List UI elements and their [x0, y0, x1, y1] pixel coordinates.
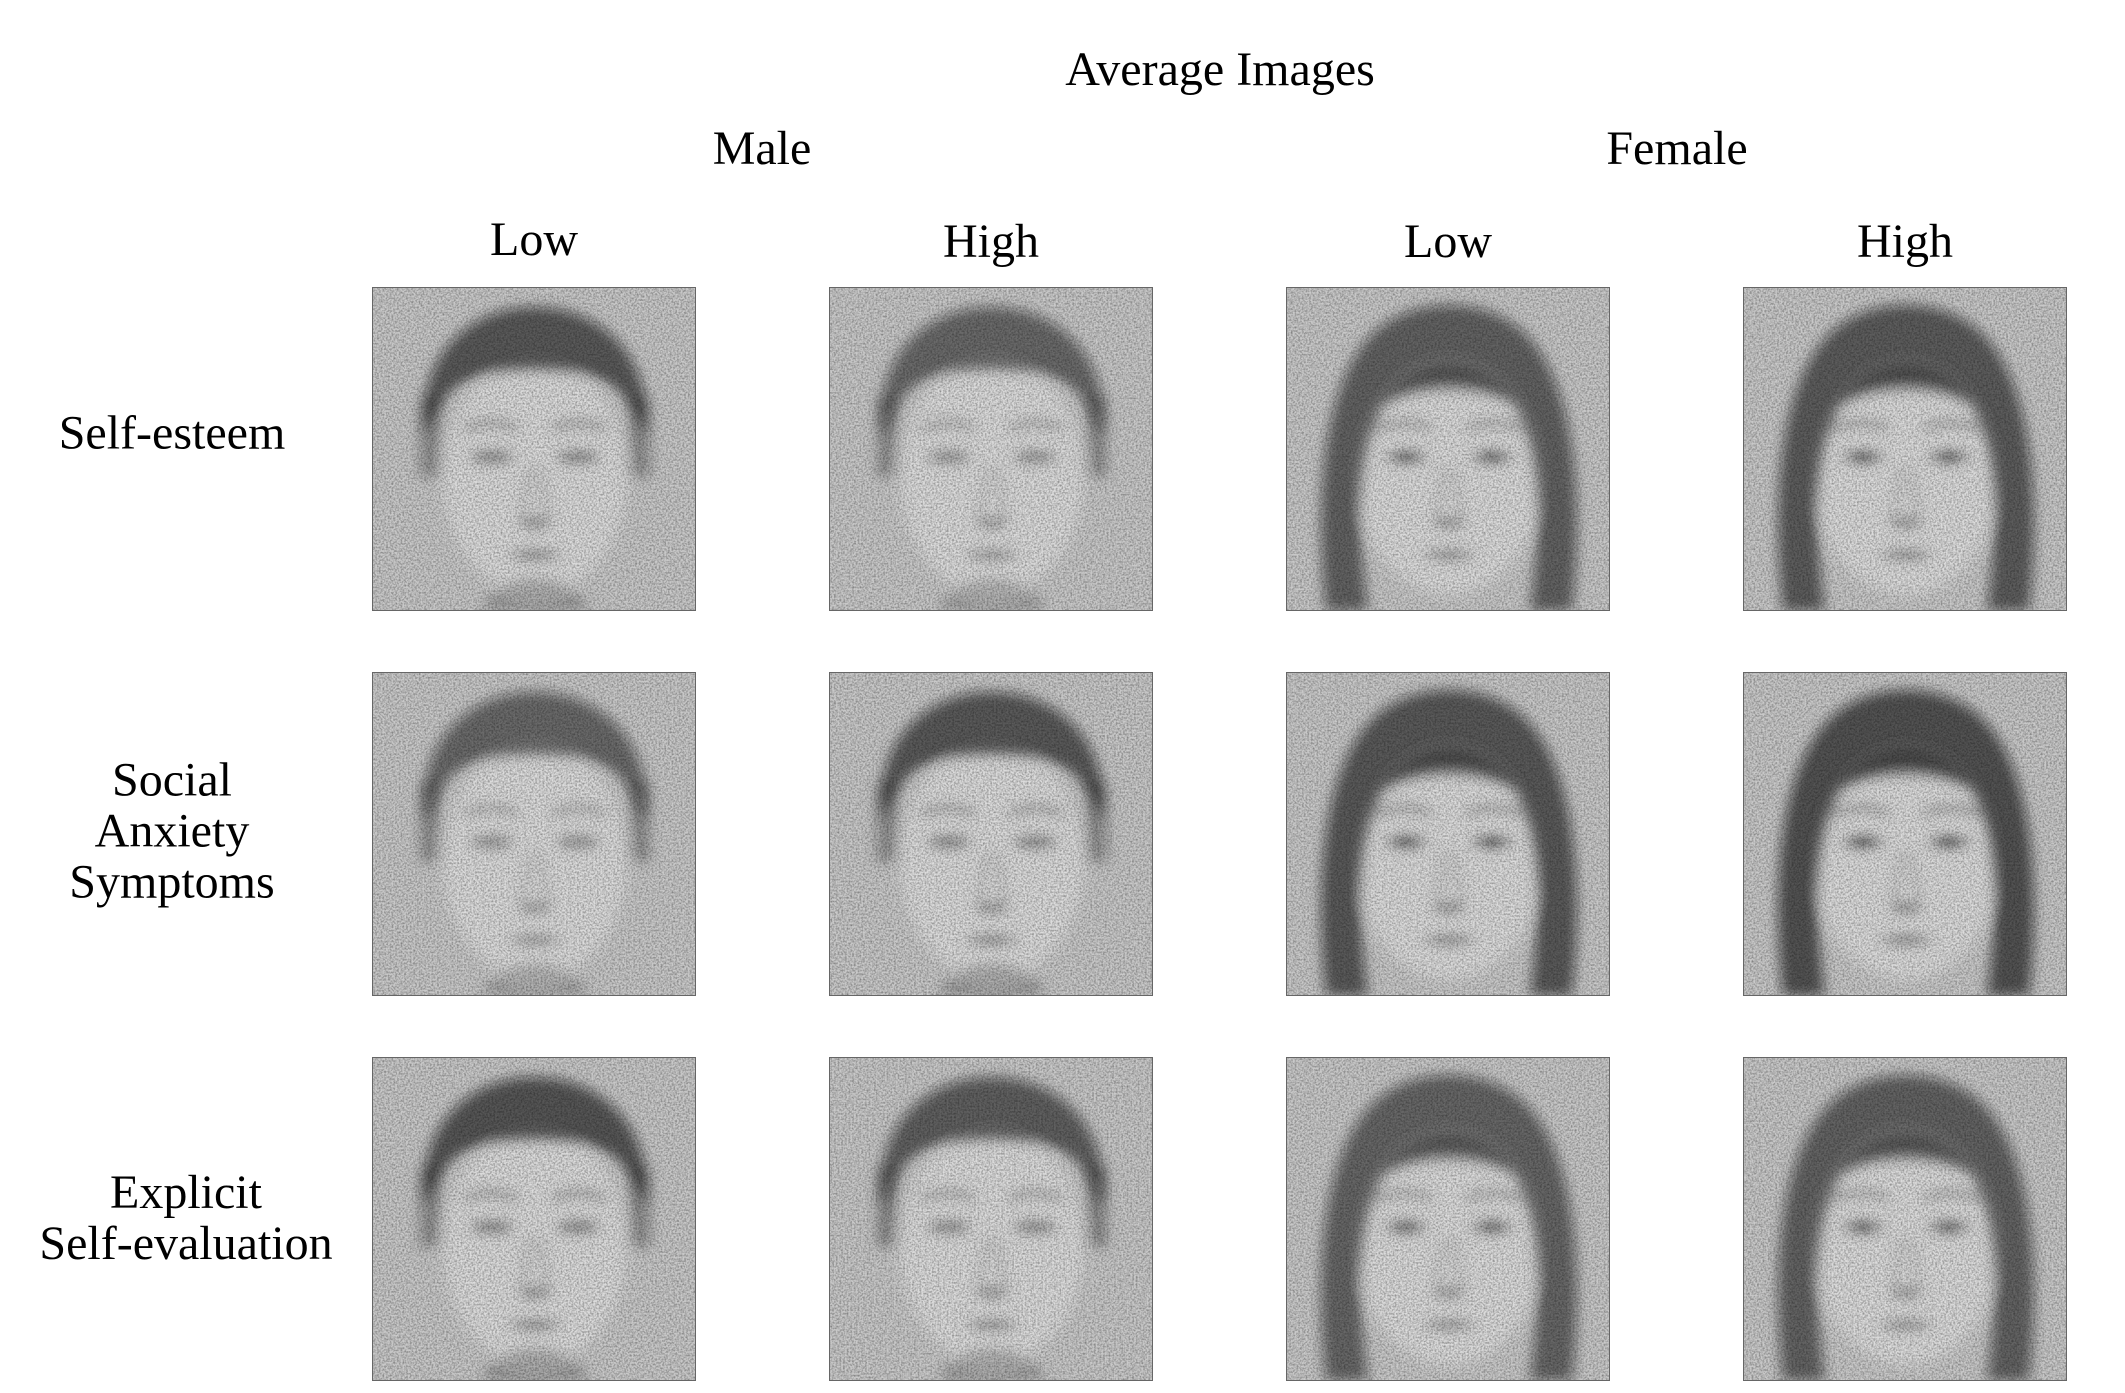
row-label-line: Self-esteem: [58, 406, 286, 460]
average-face-image: [372, 287, 696, 611]
column-label-female-low: Low: [1404, 215, 1492, 268]
face-image-female: [1743, 672, 2067, 996]
face-image-male: [372, 672, 696, 996]
average-face-image: [829, 672, 1153, 996]
row-label-line: Self-evaluation: [39, 1217, 333, 1270]
row-label-line: Social: [112, 753, 232, 807]
group-label-male: Male: [712, 122, 812, 175]
figure-title: Average Images: [1065, 43, 1375, 96]
row-label-line: Symptoms: [69, 855, 275, 909]
face-image-male: [829, 1057, 1153, 1381]
row-label-line: Anxiety: [94, 804, 250, 858]
face-image-male: [829, 672, 1153, 996]
face-image-female: [1286, 672, 1610, 996]
face-image-female: [1743, 1057, 2067, 1381]
face-image-female: [1743, 287, 2067, 611]
column-label-female-high: High: [1857, 215, 1953, 268]
face-image-male: [829, 287, 1153, 611]
row-label-social-anxiety: Social Anxiety Symptoms: [69, 755, 274, 908]
row-label-explicit-self-evaluation: Explicit Self-evaluation: [39, 1167, 332, 1269]
average-face-image: [1743, 1057, 2067, 1381]
average-face-image: [1286, 672, 1610, 996]
average-face-image: [372, 1057, 696, 1381]
column-label-male-low: Low: [490, 213, 578, 266]
average-face-image: [1286, 287, 1610, 611]
face-image-male: [372, 1057, 696, 1381]
column-label-male-high: High: [943, 215, 1039, 268]
average-face-image: [372, 672, 696, 996]
face-image-female: [1286, 1057, 1610, 1381]
average-face-image: [1286, 1057, 1610, 1381]
face-image-male: [372, 287, 696, 611]
group-label-female: Female: [1606, 122, 1748, 175]
average-face-image: [1743, 672, 2067, 996]
row-label-line: Explicit: [110, 1166, 262, 1219]
average-face-image: [829, 287, 1153, 611]
average-face-image: [1743, 287, 2067, 611]
face-image-female: [1286, 287, 1610, 611]
average-face-image: [829, 1057, 1153, 1381]
row-label-self-esteem: Self-esteem: [59, 408, 286, 459]
